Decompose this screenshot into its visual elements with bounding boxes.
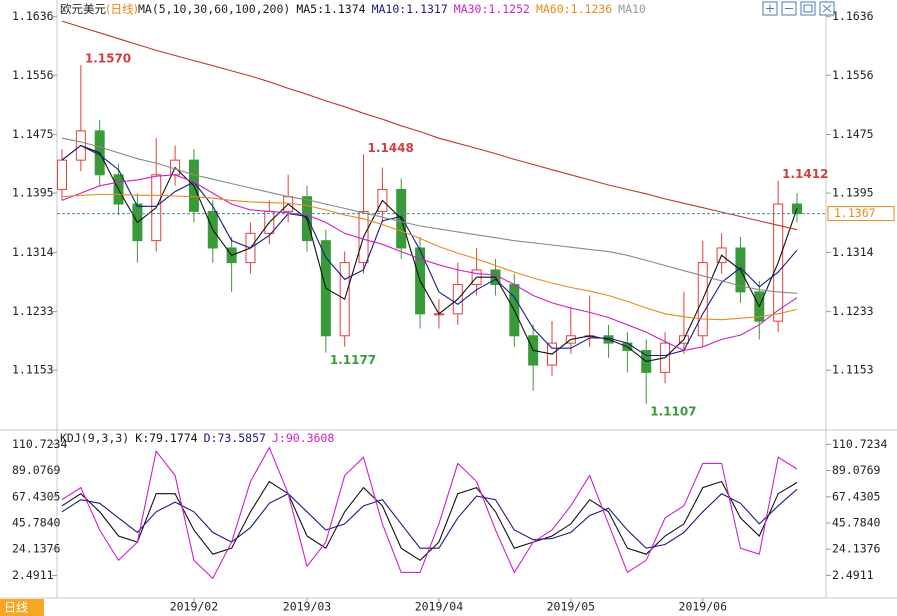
x-tick-label: 2019/02 xyxy=(170,600,218,614)
line-1 xyxy=(61,144,798,357)
legend-separator: : xyxy=(317,2,324,16)
legend-value: 73.5857 xyxy=(217,431,266,445)
y-tick-label: 1.1314 xyxy=(12,245,54,259)
y-tick-label-right: 1.1636 xyxy=(832,9,874,23)
chart-title: 欧元美元 xyxy=(60,2,106,16)
legend-value: 79.1774 xyxy=(149,431,198,445)
chart-period: (日线) xyxy=(106,2,138,16)
line-0 xyxy=(61,144,798,362)
y-tick-label-right: 110.7234 xyxy=(832,437,887,451)
line-4 xyxy=(61,137,798,294)
tool-button[interactable] xyxy=(800,1,816,16)
legend-value: 1.1374 xyxy=(324,2,366,16)
legend-name: MA60 xyxy=(536,2,564,16)
period-tab-label: 日线 xyxy=(4,601,28,615)
legend: KDJ(9,3,3) K:79.1774 D:73.5857 J:90.3608 xyxy=(60,431,334,445)
line-2 xyxy=(61,446,798,580)
y-tick-label: 1.1153 xyxy=(12,363,54,377)
line-0 xyxy=(61,480,798,561)
x-tick-label: 2019/03 xyxy=(283,600,332,614)
legend-name: D xyxy=(204,431,211,445)
y-tick-label-right: 1.1153 xyxy=(832,363,874,377)
legend-separator: : xyxy=(142,431,149,445)
indicator-name: MA(5,10,30,60,100,200) xyxy=(138,2,290,16)
last-price-box xyxy=(827,206,895,222)
y-tick-label-right: 1.1233 xyxy=(832,304,874,318)
y-tick-label: 1.1556 xyxy=(12,68,54,82)
x-tick-label: 2019/06 xyxy=(679,600,728,614)
y-tick-label: 110.7234 xyxy=(12,437,67,451)
price-annotation: 1.1448 xyxy=(368,141,414,155)
period-tab[interactable] xyxy=(0,599,44,616)
legend-value: 1.1252 xyxy=(488,2,530,16)
legend-overflow: MA10 xyxy=(618,2,646,16)
y-tick-label: 1.1475 xyxy=(12,127,54,141)
y-tick-label: 1.1233 xyxy=(12,304,54,318)
price-annotation: 1.1412 xyxy=(782,167,828,181)
y-tick-label: 2.4911 xyxy=(12,568,54,582)
y-tick-label-right: 1.1314 xyxy=(832,245,874,259)
legend-name: K xyxy=(135,431,142,445)
y-tick-label: 24.1376 xyxy=(12,542,61,556)
price-annotation: 1.1177 xyxy=(330,353,376,367)
y-tick-label: 89.0769 xyxy=(12,463,61,477)
y-tick-label: 45.7840 xyxy=(12,515,61,529)
toolbar xyxy=(762,1,835,16)
y-tick-label-right: 67.4305 xyxy=(832,489,880,503)
legend-name: MA10 xyxy=(372,2,400,16)
y-tick-label: 1.1636 xyxy=(12,9,54,23)
legend-name: MA30 xyxy=(454,2,482,16)
legend-name: J xyxy=(272,431,279,445)
y-tick-label-right: 45.7840 xyxy=(832,515,881,529)
y-tick-label-right: 1.1475 xyxy=(832,127,874,141)
legend-separator: : xyxy=(564,2,571,16)
legend-value: 1.1317 xyxy=(406,2,448,16)
legend-name: MA5 xyxy=(296,2,317,16)
line-3 xyxy=(61,193,798,321)
price-annotation: 1.1570 xyxy=(85,52,131,66)
y-tick-label-right: 2.4911 xyxy=(832,568,874,582)
x-tick-label: 2019/04 xyxy=(415,600,464,614)
legend-value: 1.1236 xyxy=(571,2,613,16)
y-tick-label-right: 24.1376 xyxy=(832,542,881,556)
x-tick-label: 2019/05 xyxy=(547,600,595,614)
legend-value: 90.3608 xyxy=(286,431,335,445)
legend: 欧元美元(日线)MA(5,10,30,60,100,200) MA5:1.1374… xyxy=(60,2,646,16)
tool-icons xyxy=(766,4,832,13)
y-tick-label-right: 1.1556 xyxy=(832,68,874,82)
candle-body xyxy=(57,159,67,190)
legend-separator: : xyxy=(481,2,488,16)
legend-separator: : xyxy=(279,431,286,445)
y-tick-label: 67.4305 xyxy=(12,489,60,503)
legend-separator: : xyxy=(211,431,218,445)
indicator-name: KDJ(9,3,3) xyxy=(60,431,129,445)
y-tick-label: 1.1395 xyxy=(12,186,54,200)
y-tick-label-right: 1.1395 xyxy=(832,186,874,200)
y-tick-label-right: 89.0769 xyxy=(832,463,881,477)
line-2 xyxy=(61,174,798,351)
legend-separator: : xyxy=(399,2,406,16)
last-price-label: 1.1367 xyxy=(834,206,876,220)
price-annotation: 1.1107 xyxy=(650,404,696,418)
line-5 xyxy=(61,20,798,231)
